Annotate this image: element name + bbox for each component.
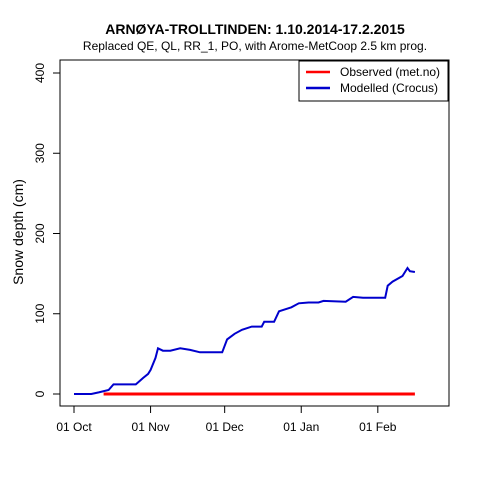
legend-box [298, 60, 449, 102]
legend: Observed (met.no) Modelled (Crocus) [298, 60, 449, 102]
y-axis: 0 100 200 300 400 [33, 63, 61, 397]
y-tick-label: 200 [33, 223, 47, 243]
y-tick-label: 100 [33, 303, 47, 323]
series-layer [74, 266, 416, 396]
chart-subtitle: Replaced QE, QL, RR_1, PO, with Arome-Me… [83, 39, 427, 53]
x-tick-label: 01 Jan [283, 420, 319, 434]
legend-label-modelled: Modelled (Crocus) [340, 81, 438, 95]
legend-label-observed: Observed (met.no) [340, 65, 440, 79]
y-tick-label: 0 [33, 390, 47, 397]
x-tick-label: 01 Nov [132, 420, 170, 434]
y-tick-label: 300 [33, 143, 47, 163]
chart-title: ARNØYA-TROLLTINDEN: 1.10.2014-17.2.2015 [105, 21, 405, 37]
y-axis-label: Snow depth (cm) [10, 179, 26, 285]
y-tick-label: 400 [33, 63, 47, 83]
x-axis: 01 Oct 01 Nov 01 Dec 01 Jan 01 Feb [56, 405, 397, 434]
x-tick-label: 01 Feb [359, 420, 397, 434]
modelled-series-line [74, 266, 416, 395]
x-tick-label: 01 Dec [206, 420, 244, 434]
x-tick-label: 01 Oct [56, 420, 92, 434]
